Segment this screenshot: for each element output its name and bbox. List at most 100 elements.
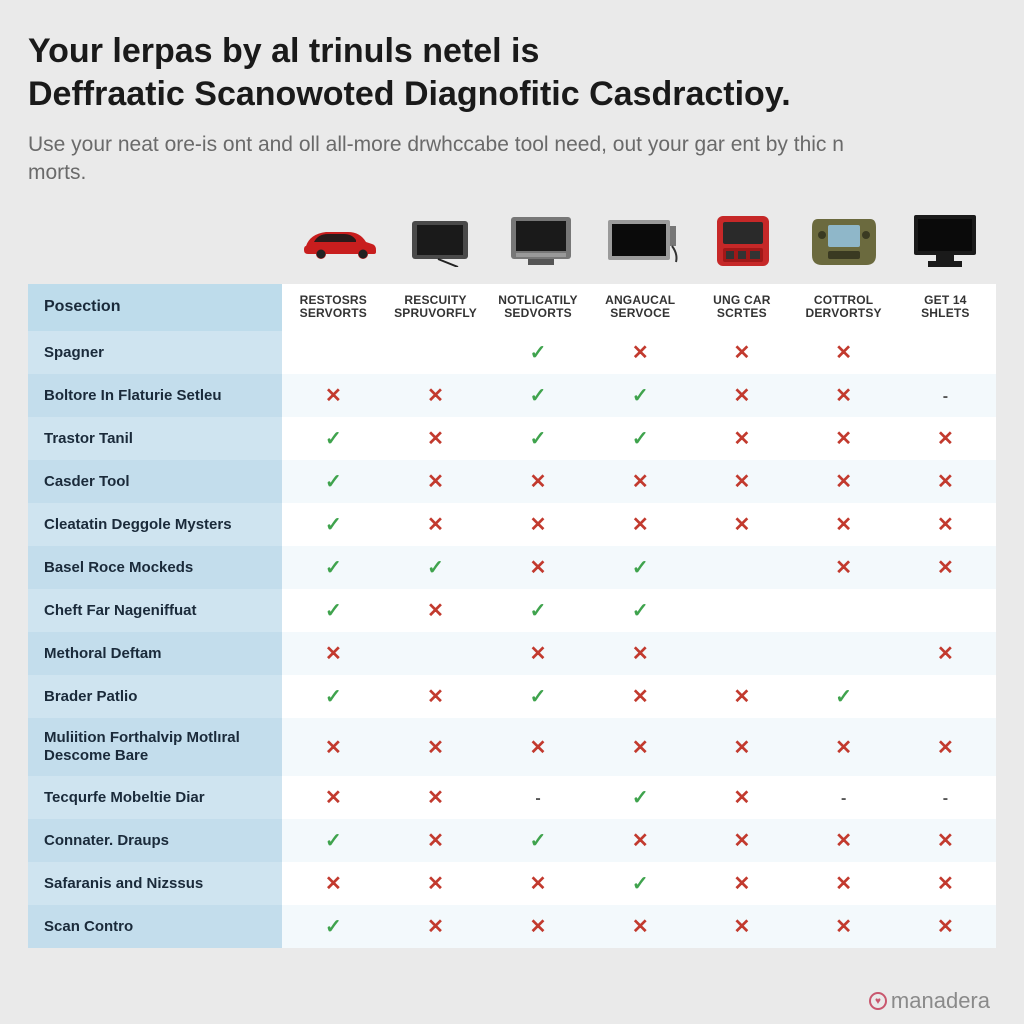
cross-icon: ✕: [937, 830, 954, 852]
table-cell: [384, 331, 487, 374]
check-icon: ✓: [632, 385, 649, 407]
table-cell: ✕: [691, 374, 792, 417]
table-cell: ✕: [895, 862, 996, 905]
table-cell: ✓: [487, 331, 589, 374]
table-cell: ✕: [384, 905, 487, 948]
check-icon: ✓: [325, 916, 342, 938]
table-row: Muliition Forthalvip Motlıral Descome Ba…: [28, 718, 996, 776]
row-label: Safaranis and Nizssus: [28, 862, 282, 905]
cross-icon: ✕: [427, 428, 444, 450]
table-cell: -: [792, 776, 894, 819]
table-cell: ✕: [691, 776, 792, 819]
table-cell: [792, 632, 894, 675]
col-head: Ung Car Scrtes: [691, 284, 792, 332]
cross-icon: ✕: [427, 787, 444, 809]
table-cell: ✕: [895, 632, 996, 675]
table-cell: [691, 589, 792, 632]
check-icon: ✓: [530, 600, 547, 622]
cross-icon: ✕: [937, 471, 954, 493]
cross-icon: ✕: [937, 557, 954, 579]
cross-icon: ✕: [733, 830, 750, 852]
monitor-icon: [895, 206, 996, 276]
cross-icon: ✕: [937, 737, 954, 759]
dash-icon: -: [943, 388, 948, 405]
table-cell: ✓: [282, 546, 384, 589]
cross-icon: ✕: [937, 873, 954, 895]
table-cell: [895, 589, 996, 632]
table-cell: ✕: [792, 417, 894, 460]
cross-icon: ✕: [733, 873, 750, 895]
check-icon: ✓: [530, 830, 547, 852]
table-cell: ✕: [691, 905, 792, 948]
table-row: Scan Contro✓✕✕✕✕✕✕: [28, 905, 996, 948]
check-icon: ✓: [325, 428, 342, 450]
cross-icon: ✕: [632, 686, 649, 708]
table-cell: ✕: [589, 819, 691, 862]
screen-icon: [591, 206, 692, 276]
col-head: Notlicatily Sedvorts: [487, 284, 589, 332]
check-icon: ✓: [632, 600, 649, 622]
table-cell: -: [487, 776, 589, 819]
cross-icon: ✕: [427, 916, 444, 938]
cross-icon: ✕: [632, 342, 649, 364]
table-cell: ✕: [691, 675, 792, 718]
cross-icon: ✕: [835, 557, 852, 579]
dash-icon: -: [535, 790, 540, 807]
table-cell: ✓: [282, 589, 384, 632]
table-cell: ✕: [895, 718, 996, 776]
cross-icon: ✕: [835, 737, 852, 759]
table-cell: ✕: [691, 417, 792, 460]
table-cell: ✕: [792, 718, 894, 776]
row-label: Boltore In Flaturie Setleu: [28, 374, 282, 417]
col-head: Cottrol Dervortsy: [792, 284, 894, 332]
table-cell: ✕: [589, 331, 691, 374]
table-cell: ✕: [691, 503, 792, 546]
row-label: Trastor Tanil: [28, 417, 282, 460]
table-cell: ✕: [384, 417, 487, 460]
table-cell: [895, 331, 996, 374]
table-row: Brader Patlio✓✕✓✕✕✓: [28, 675, 996, 718]
heart-logo-icon: ♥: [869, 992, 887, 1010]
check-icon: ✓: [632, 787, 649, 809]
car-icon: [288, 206, 389, 276]
row-label: Methoral Deftam: [28, 632, 282, 675]
table-cell: ✓: [589, 546, 691, 589]
table-cell: ✕: [487, 546, 589, 589]
table-cell: ✕: [282, 632, 384, 675]
table-cell: ✕: [282, 718, 384, 776]
table-row: Spagner✓✕✕✕: [28, 331, 996, 374]
cross-icon: ✕: [733, 686, 750, 708]
row-label: Cheft Far Nageniffuat: [28, 589, 282, 632]
cross-icon: ✕: [937, 643, 954, 665]
footer-brand: ♥ manadera: [869, 988, 990, 1014]
table-row: Methoral Deftam✕✕✕✕: [28, 632, 996, 675]
row-label: Brader Patlio: [28, 675, 282, 718]
title-line-1: Your lerpas by al trinuls netel is: [28, 32, 539, 70]
table-row: Safaranis and Nizssus✕✕✕✓✕✕✕: [28, 862, 996, 905]
table-cell: ✕: [384, 776, 487, 819]
cross-icon: ✕: [632, 737, 649, 759]
table-cell: ✕: [282, 374, 384, 417]
check-icon: ✓: [632, 873, 649, 895]
table-cell: ✕: [487, 503, 589, 546]
col-head: Restosrs Servorts: [282, 284, 384, 332]
row-label: Cleatatin Deggole Mysters: [28, 503, 282, 546]
table-row: Cleatatin Deggole Mysters✓✕✕✕✕✕✕: [28, 503, 996, 546]
table-cell: ✕: [487, 718, 589, 776]
table-cell: ✕: [895, 503, 996, 546]
row-label: Tecqurfe Mobeltie Diar: [28, 776, 282, 819]
check-icon: ✓: [835, 686, 852, 708]
table-cell: ✕: [282, 862, 384, 905]
table-cell: ✕: [792, 546, 894, 589]
cross-icon: ✕: [530, 737, 547, 759]
cross-icon: ✕: [325, 873, 342, 895]
table-cell: ✓: [487, 675, 589, 718]
cross-icon: ✕: [427, 471, 444, 493]
table-cell: ✓: [589, 589, 691, 632]
table-cell: ✕: [589, 503, 691, 546]
row-label: Casder Tool: [28, 460, 282, 503]
cross-icon: ✕: [937, 428, 954, 450]
column-icon-row: [288, 206, 996, 276]
table-cell: ✓: [282, 819, 384, 862]
table-row: Basel Roce Mockeds✓✓✕✓✕✕: [28, 546, 996, 589]
